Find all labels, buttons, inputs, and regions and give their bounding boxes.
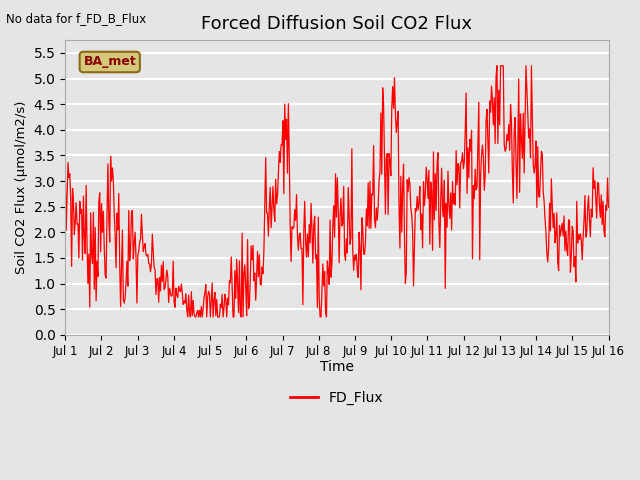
Text: BA_met: BA_met bbox=[83, 56, 136, 69]
FD_Flux bbox=[308, 226, 316, 231]
FD_Flux bbox=[605, 204, 612, 210]
FD_Flux bbox=[61, 167, 69, 172]
FD_Flux bbox=[184, 314, 191, 320]
Legend: FD_Flux: FD_Flux bbox=[285, 385, 389, 410]
Y-axis label: Soil CO2 Flux (μmol/m2/s): Soil CO2 Flux (μmol/m2/s) bbox=[15, 101, 28, 274]
FD_Flux bbox=[157, 263, 165, 268]
FD_Flux bbox=[471, 167, 479, 172]
X-axis label: Time: Time bbox=[320, 360, 354, 374]
FD_Flux bbox=[202, 282, 210, 288]
FD_Flux bbox=[383, 155, 390, 160]
Text: No data for f_FD_B_Flux: No data for f_FD_B_Flux bbox=[6, 12, 147, 25]
FD_Flux bbox=[493, 63, 500, 69]
Title: Forced Diffusion Soil CO2 Flux: Forced Diffusion Soil CO2 Flux bbox=[202, 15, 472, 33]
Line: FD_Flux: FD_Flux bbox=[65, 66, 609, 317]
FD_Flux bbox=[425, 168, 433, 173]
